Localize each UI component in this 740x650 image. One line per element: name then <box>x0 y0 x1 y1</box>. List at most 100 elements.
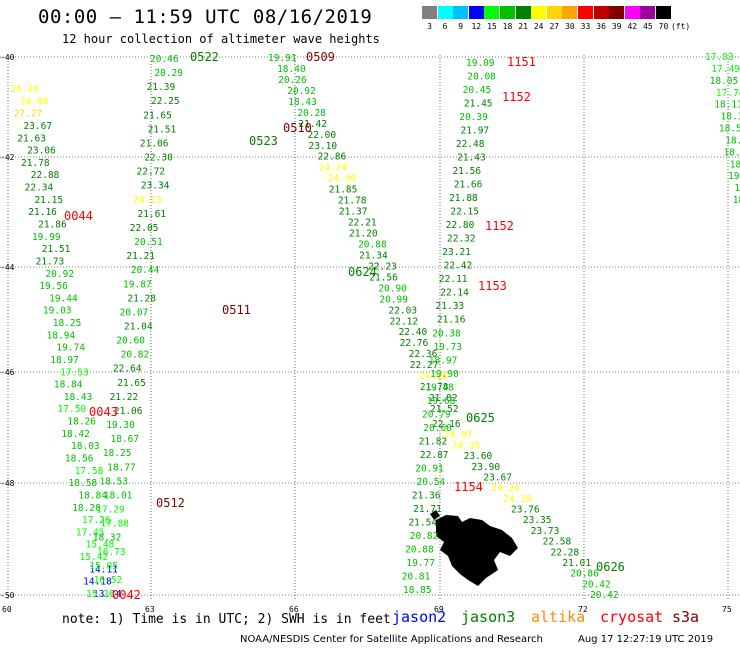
wave-height-value: 18.94 <box>47 330 76 341</box>
wave-height-value: 22.42 <box>444 261 473 272</box>
page-subtitle: 12 hour collection of altimeter wave hei… <box>62 32 380 46</box>
wave-height-value: 18.46 <box>730 159 740 170</box>
wave-height-value: 22.48 <box>456 139 485 150</box>
wave-height-value: 20.07 <box>120 307 149 318</box>
legend-swatch <box>500 6 515 19</box>
wave-height-value: 18.40 <box>277 64 306 75</box>
wave-height-value: 21.16 <box>28 207 57 218</box>
latitude-label: -40 <box>0 53 15 62</box>
wave-height-value: 17.83 <box>705 52 734 63</box>
wave-height-value: 22.76 <box>400 338 429 349</box>
wave-height-value: 17.49 <box>711 64 740 75</box>
pass-time-label: 0510 <box>283 121 312 135</box>
legend-swatch <box>593 6 609 19</box>
wave-height-value: 21.43 <box>457 153 486 164</box>
wave-height-value: 19.99 <box>32 232 61 243</box>
wave-height-value: 17.26 <box>82 515 111 526</box>
wave-height-value: 20.92 <box>45 269 74 280</box>
pass-time-label: 0523 <box>249 134 278 148</box>
wave-height-value: 17.74 <box>716 88 740 99</box>
wave-height-value: 22.14 <box>440 288 469 299</box>
wave-height-value: 21.04 <box>124 322 153 333</box>
legend-label: 39 <box>611 22 622 31</box>
altimeter-tracks: 24.3424.0827.2723.6721.6323.0621.7822.88… <box>10 52 740 601</box>
wave-height-value: 20.82 <box>410 531 439 542</box>
wave-height-value: 24.74 <box>319 163 348 174</box>
wave-height-value: 17.50 <box>58 404 87 415</box>
longitude-label: 72 <box>578 605 588 614</box>
wave-height-value: 21.06 <box>140 138 169 149</box>
wave-height-value: 18.25 <box>103 448 132 459</box>
wave-height-value: 21.22 <box>110 392 139 403</box>
wave-height-value: 21.52 <box>430 404 459 415</box>
wave-height-value: 20.42 <box>590 590 619 601</box>
wave-height-value: 21.06 <box>114 406 143 417</box>
legend-label: 15 <box>487 22 497 31</box>
wave-height-value: 20.26 <box>278 75 307 86</box>
legend-swatch <box>546 6 562 19</box>
wave-height-value: 21.21 <box>126 251 155 262</box>
wave-height-value: 21.51 <box>148 124 177 135</box>
pass-time-label: 1154 <box>454 480 483 494</box>
wave-height-value: 13.14 <box>93 589 122 600</box>
wave-height-value: 21.42 <box>298 119 327 130</box>
wave-height-value: 20.45 <box>463 85 492 96</box>
wave-height-value: 22.16 <box>432 419 461 430</box>
wave-height-value: 20.08 <box>467 72 496 83</box>
wave-height-value: 21.37 <box>339 207 368 218</box>
wave-height-value: 21.56 <box>452 166 481 177</box>
wave-height-value: 19.44 <box>49 293 78 304</box>
islet-shape <box>430 510 440 520</box>
wave-height-value: 18.05 <box>710 76 739 87</box>
wave-height-value: 19.74 <box>56 343 85 354</box>
pass-time-label: 0625 <box>466 411 495 425</box>
pass-time-label: 1151 <box>507 55 536 69</box>
longitude-label: 75 <box>722 605 732 614</box>
wave-height-value: 17.88 <box>100 519 129 530</box>
wave-height-value: 19.36 <box>728 171 740 182</box>
wave-height-value: 18.32 <box>93 533 122 544</box>
pass-time-label: 1152 <box>502 90 531 104</box>
page-title: 00:00 – 11:59 UTC 08/16/2019 <box>38 6 373 28</box>
wave-height-value: 24.13 <box>133 195 162 206</box>
wave-height-value: 16.73 <box>97 547 126 558</box>
wave-height-value: 24.08 <box>20 96 49 107</box>
wave-height-value: 21.97 <box>461 126 490 137</box>
wave-height-value: 18.42 <box>61 429 90 440</box>
legend-label: 42 <box>627 22 638 31</box>
wave-height-value: 21.20 <box>349 229 378 240</box>
wave-height-value: 18.01 <box>104 490 133 501</box>
wave-height-value: 15.42 <box>80 552 109 563</box>
latitude-label: -42 <box>0 153 15 162</box>
wave-height-value: 22.00 <box>307 130 336 141</box>
wave-height-value: 18.20 <box>72 503 101 514</box>
wave-height-value: 18.43 <box>288 97 317 108</box>
wave-height-value: 18.77 <box>107 462 136 473</box>
wave-height-value: 20.79 <box>422 409 451 420</box>
wave-height-value: 19.1 <box>734 183 740 194</box>
legend-label: 6 <box>442 22 448 31</box>
wave-height-value: 20.54 <box>417 477 446 488</box>
pass-time-label: 1152 <box>485 219 514 233</box>
wave-height-value: 18.53 <box>99 476 128 487</box>
wave-height-value: 21.65 <box>143 110 172 121</box>
wave-height-value: 21.61 <box>137 209 166 220</box>
wave-height-value: 18.84 <box>78 490 107 501</box>
wave-height-value: 19.87 <box>123 279 152 290</box>
longitude-label: 69 <box>434 605 444 614</box>
wave-height-value: 22.25 <box>151 96 180 107</box>
wave-height-value: 20.42 <box>582 579 611 590</box>
pass-time-label: 0509 <box>306 50 335 64</box>
wave-height-value: 20.38 <box>432 328 461 339</box>
legend-unit: (ft) <box>670 22 691 31</box>
pass-time-label: 0626 <box>596 560 625 574</box>
units-note: note: 1) Time is in UTC; 2) SWH is in fe… <box>62 612 391 627</box>
wave-height-value: 24.35 <box>452 440 481 451</box>
legend-swatch <box>422 6 437 19</box>
wave-height-value: 22.58 <box>543 537 572 548</box>
wave-height-value: 21.66 <box>454 180 483 191</box>
wave-height-value: 20.29 <box>154 68 183 79</box>
wave-height-value: 22.32 <box>447 234 476 245</box>
wave-height-value: 21.01 <box>562 558 591 569</box>
wave-height-value: 20.91 <box>415 463 444 474</box>
